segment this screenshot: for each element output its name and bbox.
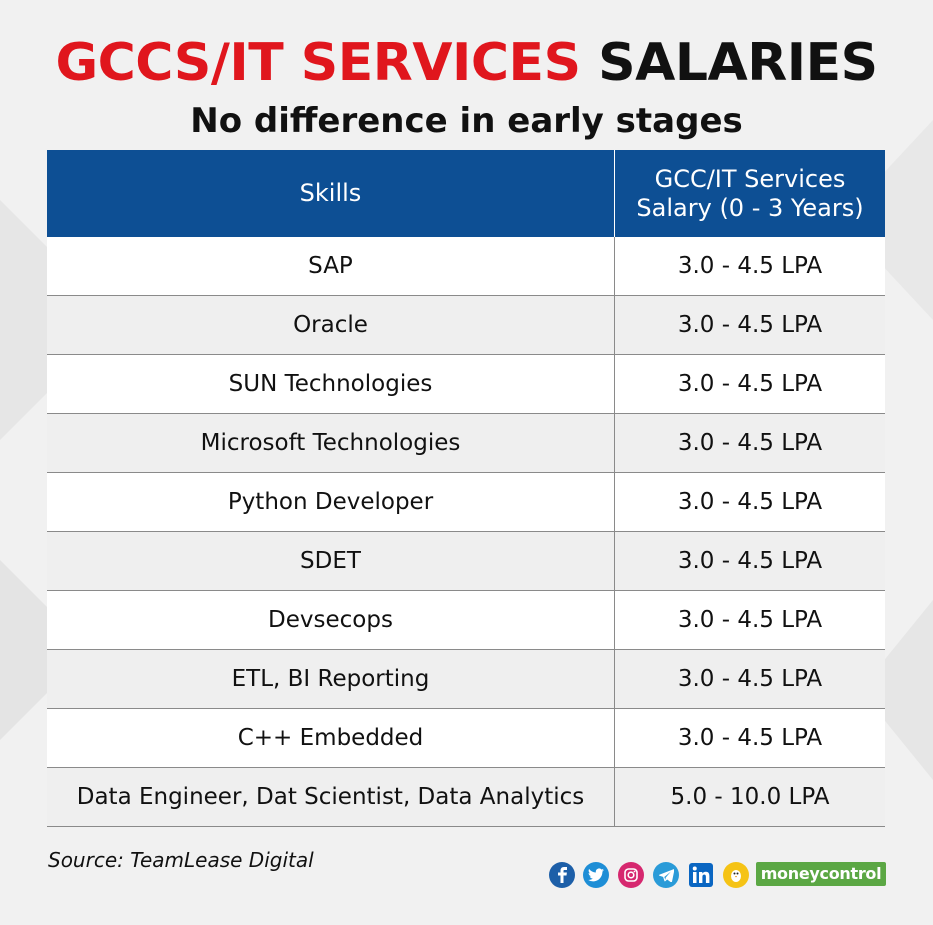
table-row: SDET 3.0 - 4.5 LPA [47, 531, 885, 591]
table-row: SAP 3.0 - 4.5 LPA [47, 237, 885, 296]
title-rest: SALARIES [598, 33, 878, 93]
skill-cell: SDET [47, 531, 615, 591]
table-row: ETL, BI Reporting 3.0 - 4.5 LPA [47, 649, 885, 709]
table-row: Microsoft Technologies 3.0 - 4.5 LPA [47, 413, 885, 473]
telegram-icon[interactable] [653, 862, 679, 888]
twitter-icon[interactable] [583, 862, 609, 888]
skill-cell: Python Developer [47, 472, 615, 532]
page-subtitle: No difference in early stages [190, 101, 743, 141]
page-title: GCCS/IT SERVICES SALARIES [0, 30, 933, 96]
salary-cell: 3.0 - 4.5 LPA [614, 354, 885, 414]
title-highlight: GCCS/IT SERVICES [55, 33, 581, 93]
table-row: C++ Embedded 3.0 - 4.5 LPA [47, 708, 885, 768]
linkedin-icon[interactable] [688, 862, 714, 888]
facebook-icon[interactable] [549, 862, 575, 888]
header-salary-line-2: Salary (0 - 3 Years) [636, 193, 864, 222]
header-skills-label: Skills [299, 179, 362, 207]
salary-cell: 3.0 - 4.5 LPA [614, 295, 885, 355]
table-row: Oracle 3.0 - 4.5 LPA [47, 295, 885, 355]
salary-cell: 3.0 - 4.5 LPA [614, 472, 885, 532]
salary-table: Skills GCC/IT Services Salary (0 - 3 Yea… [47, 150, 885, 827]
skill-cell: Devsecops [47, 590, 615, 650]
header-salary: GCC/IT Services Salary (0 - 3 Years) [614, 150, 885, 237]
skill-cell: Microsoft Technologies [47, 413, 615, 473]
koo-icon[interactable] [723, 862, 749, 888]
table-row: Data Engineer, Dat Scientist, Data Analy… [47, 767, 885, 827]
salary-cell: 3.0 - 4.5 LPA [614, 649, 885, 709]
skill-cell: SUN Technologies [47, 354, 615, 414]
source-note: Source: TeamLease Digital [48, 848, 314, 872]
salary-cell: 3.0 - 4.5 LPA [614, 531, 885, 591]
salary-cell: 3.0 - 4.5 LPA [614, 413, 885, 473]
skill-cell: ETL, BI Reporting [47, 649, 615, 709]
table-header-row: Skills GCC/IT Services Salary (0 - 3 Yea… [47, 150, 885, 237]
instagram-icon[interactable] [618, 862, 644, 888]
moneycontrol-logo: moneycontrol [756, 862, 886, 886]
table-body: SAP 3.0 - 4.5 LPA Oracle 3.0 - 4.5 LPA SUN T… [47, 237, 885, 827]
skill-cell: Data Engineer, Dat Scientist, Data Analy… [47, 767, 615, 827]
salary-cell: 3.0 - 4.5 LPA [614, 590, 885, 650]
skill-cell: SAP [47, 237, 615, 296]
table-row: Devsecops 3.0 - 4.5 LPA [47, 590, 885, 650]
skill-cell: Oracle [47, 295, 615, 355]
table-row: SUN Technologies 3.0 - 4.5 LPA [47, 354, 885, 414]
salary-cell: 3.0 - 4.5 LPA [614, 708, 885, 768]
header-salary-line-1: GCC/IT Services [654, 164, 846, 193]
table-row: Python Developer 3.0 - 4.5 LPA [47, 472, 885, 532]
skill-cell: C++ Embedded [47, 708, 615, 768]
salary-cell: 3.0 - 4.5 LPA [614, 237, 885, 296]
header-skills: Skills [47, 150, 615, 237]
salary-cell: 5.0 - 10.0 LPA [614, 767, 885, 827]
